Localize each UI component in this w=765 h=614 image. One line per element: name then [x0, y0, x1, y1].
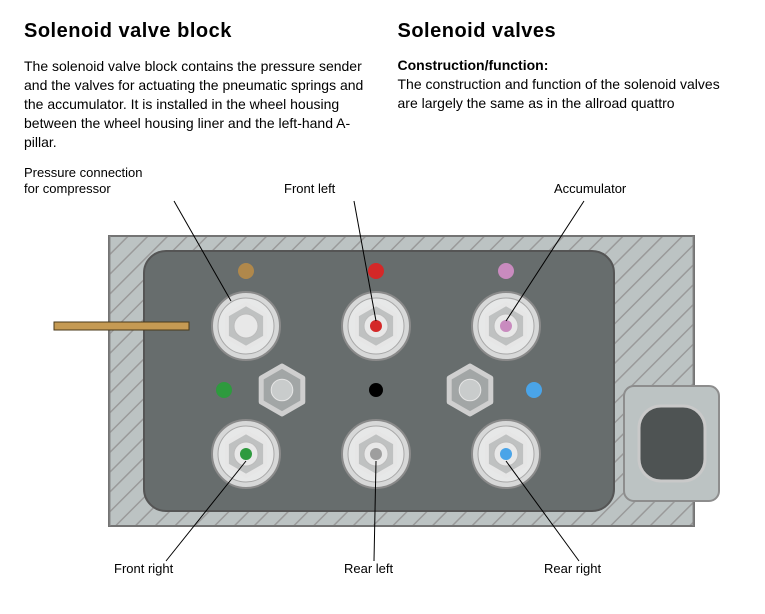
- label-front-left: Front left: [284, 181, 384, 197]
- header-columns: Solenoid valve block The solenoid valve …: [24, 20, 741, 151]
- label-pressure-connection: Pressure connectionfor compressor: [24, 165, 184, 196]
- right-title: Solenoid valves: [398, 20, 742, 43]
- label-accumulator: Accumulator: [554, 181, 674, 197]
- label-rear-right: Rear right: [544, 561, 644, 577]
- right-subhead: Construction/function:: [398, 57, 742, 73]
- left-title: Solenoid valve block: [24, 20, 368, 43]
- diagram-svg: [24, 161, 744, 591]
- right-column: Solenoid valves Construction/function: T…: [398, 20, 742, 151]
- left-body: The solenoid valve block contains the pr…: [24, 57, 368, 151]
- label-rear-left: Rear left: [344, 561, 444, 577]
- right-body: The construction and function of the sol…: [398, 75, 742, 113]
- left-column: Solenoid valve block The solenoid valve …: [24, 20, 368, 151]
- diagram: Pressure connectionfor compressor Front …: [24, 161, 744, 591]
- label-front-right: Front right: [114, 561, 214, 577]
